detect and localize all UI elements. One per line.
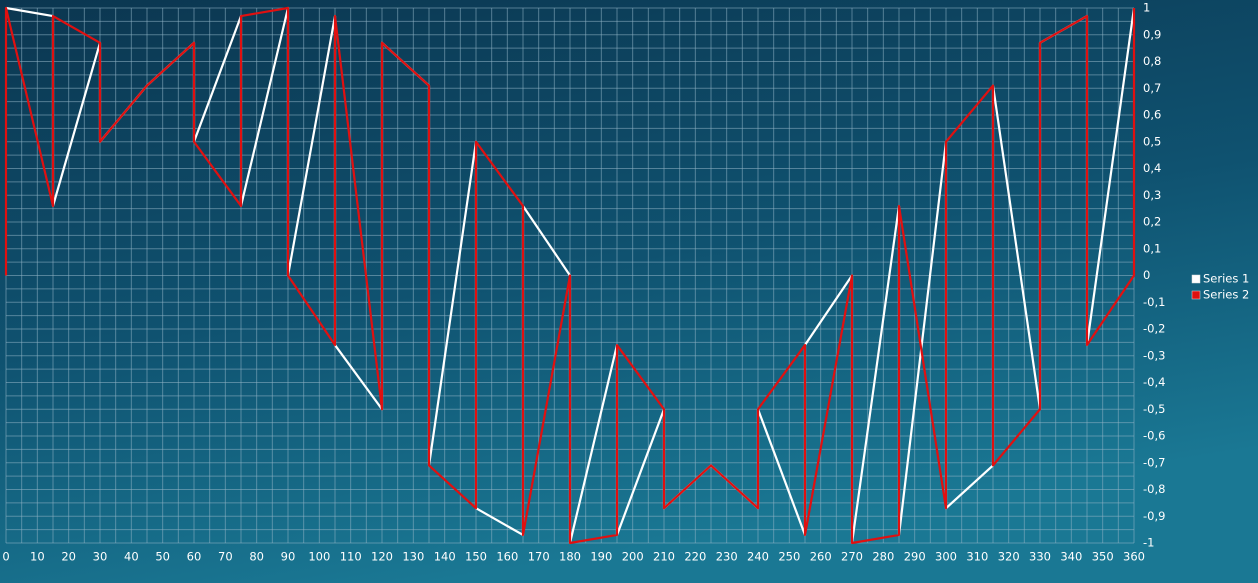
x-tick-label: 20: [61, 550, 76, 564]
y-tick-label: 0,7: [1143, 81, 1161, 95]
x-tick-label: 260: [810, 550, 832, 564]
x-tick-label: 330: [1029, 550, 1051, 564]
y-tick-label: -0,8: [1143, 482, 1165, 496]
y-tick-label: 0,4: [1143, 161, 1161, 175]
y-tick-label: 0,6: [1143, 108, 1161, 122]
x-tick-label: 120: [371, 550, 393, 564]
x-tick-label: 230: [716, 550, 738, 564]
y-tick-label: -0,9: [1143, 509, 1165, 523]
y-tick-label: 0,1: [1143, 241, 1161, 255]
y-tick-label: -0,2: [1143, 322, 1165, 336]
x-tick-label: 150: [465, 550, 487, 564]
x-tick-label: 240: [747, 550, 769, 564]
x-tick-label: 70: [218, 550, 233, 564]
legend: Series 1 Series 2: [1191, 272, 1249, 302]
plot: [4, 6, 1136, 545]
x-tick-label: 290: [904, 550, 926, 564]
y-tick-label: -0,3: [1143, 348, 1165, 362]
x-tick-label: 100: [308, 550, 330, 564]
x-tick-label: 300: [935, 550, 957, 564]
x-tick-label: 90: [281, 550, 296, 564]
x-tick-label: 30: [93, 550, 108, 564]
x-tick-label: 190: [590, 550, 612, 564]
y-tick-label: -0,4: [1143, 375, 1165, 389]
x-tick-label: 130: [402, 550, 424, 564]
y-tick-label: -0,5: [1143, 402, 1165, 416]
x-tick-label: 0: [2, 550, 9, 564]
x-tick-label: 250: [778, 550, 800, 564]
legend-swatch: [1191, 290, 1201, 300]
x-tick-label: 310: [966, 550, 988, 564]
y-tick-label: 1: [1143, 1, 1150, 15]
y-tick-label: 0: [1143, 268, 1150, 282]
x-tick-label: 320: [998, 550, 1020, 564]
y-tick-label: -1: [1143, 536, 1154, 550]
x-tick-label: 40: [124, 550, 139, 564]
series-line: [4, 6, 1136, 545]
y-tick-label: -0,6: [1143, 429, 1165, 443]
labels: 0 10 20 30 40 50 60 70 80 90 100 110 120 130 140 150 160…: [2, 1, 1165, 564]
y-tick-label: 0,2: [1143, 215, 1161, 229]
x-tick-label: 350: [1092, 550, 1114, 564]
y-tick-label: 0,9: [1143, 27, 1161, 41]
y-tick-label: -0,1: [1143, 295, 1165, 309]
y-tick-label: 0,3: [1143, 188, 1161, 202]
y-tick-label: 0,8: [1143, 54, 1161, 68]
x-tick-label: 60: [187, 550, 202, 564]
x-tick-label: 80: [249, 550, 264, 564]
x-tick-label: 280: [872, 550, 894, 564]
y-tick-label: -0,7: [1143, 455, 1165, 469]
x-tick-label: 340: [1060, 550, 1082, 564]
x-tick-label: 160: [496, 550, 518, 564]
y-tick-label: 0,5: [1143, 134, 1161, 148]
x-tick-label: 10: [30, 550, 45, 564]
legend-label: Series 1: [1203, 272, 1249, 286]
x-tick-label: 140: [434, 550, 456, 564]
x-tick-label: 180: [559, 550, 581, 564]
x-tick-label: 220: [684, 550, 706, 564]
x-tick-label: 270: [841, 550, 863, 564]
x-tick-label: 110: [340, 550, 362, 564]
x-tick-label: 200: [622, 550, 644, 564]
x-tick-label: 170: [528, 550, 550, 564]
x-tick-label: 210: [653, 550, 675, 564]
x-tick-label: 50: [155, 550, 170, 564]
x-tick-label: 360: [1123, 550, 1145, 564]
legend-swatch: [1191, 274, 1201, 284]
legend-label: Series 2: [1203, 288, 1249, 302]
